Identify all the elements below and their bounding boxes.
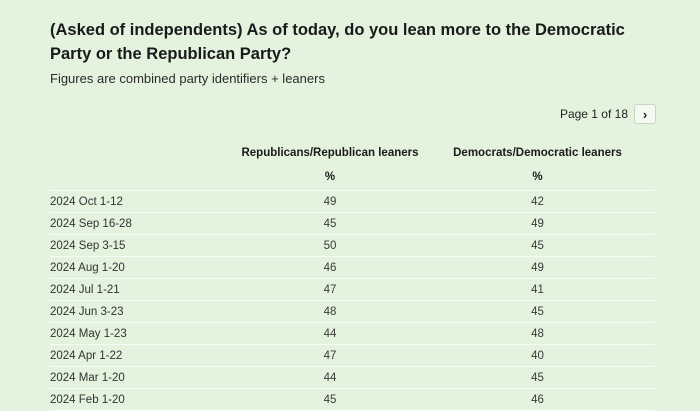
table-header-row: Republicans/Republican leaners Democrats… [50,142,655,164]
table-row: 2024 Apr 1-22 47 40 [50,344,655,367]
table-row: 2024 Oct 1-12 49 42 [50,190,655,213]
row-republican-value: 47 [240,344,420,367]
row-date: 2024 Apr 1-22 [50,344,240,367]
row-democrat-value: 49 [420,256,655,279]
table-row: 2024 Aug 1-20 46 49 [50,256,655,279]
column-header-democrats: Democrats/Democratic leaners [453,147,622,159]
row-democrat-value: 45 [420,300,655,323]
question-title: (Asked of independents) As of today, do … [50,21,625,63]
row-date: 2024 Aug 1-20 [50,256,240,279]
question-subtitle: Figures are combined party identifiers +… [50,71,325,86]
table-row: 2024 Jun 3-23 48 45 [50,300,655,323]
row-democrat-value: 41 [420,278,655,301]
table-row: 2024 May 1-23 44 48 [50,322,655,345]
table-row: 2024 Jul 1-21 47 41 [50,278,655,301]
row-republican-value: 45 [240,388,420,411]
results-table: Republicans/Republican leaners Democrats… [50,142,655,411]
row-democrat-value: 42 [420,190,655,213]
row-democrat-value: 46 [420,388,655,411]
row-date: 2024 Oct 1-12 [50,190,240,213]
row-republican-value: 44 [240,366,420,389]
row-republican-value: 46 [240,256,420,279]
next-page-button[interactable]: › [634,104,656,124]
table-row: 2024 Mar 1-20 44 45 [50,366,655,389]
row-date: 2024 Jul 1-21 [50,278,240,301]
row-democrat-value: 40 [420,344,655,367]
row-date: 2024 Sep 3-15 [50,234,240,257]
unit-democrats: % [420,164,655,191]
row-democrat-value: 45 [420,234,655,257]
pagination: Page 1 of 18 › [560,104,656,124]
row-date: 2024 Feb 1-20 [50,388,240,411]
table-row: 2024 Sep 16-28 45 49 [50,212,655,235]
table-units-row: % % [50,164,655,191]
table-row: 2024 Feb 1-20 45 46 [50,388,655,411]
unit-republicans: % [240,164,420,191]
row-date: 2024 Sep 16-28 [50,212,240,235]
row-date: 2024 May 1-23 [50,322,240,345]
row-date: 2024 Mar 1-20 [50,366,240,389]
row-democrat-value: 48 [420,322,655,345]
column-header-republicans: Republicans/Republican leaners [241,147,419,159]
row-republican-value: 47 [240,278,420,301]
page-indicator: Page 1 of 18 [559,107,628,121]
row-republican-value: 49 [240,190,420,213]
row-democrat-value: 49 [420,212,655,235]
row-republican-value: 44 [240,322,420,345]
row-democrat-value: 45 [420,366,655,389]
table-row: 2024 Sep 3-15 50 45 [50,234,655,257]
row-republican-value: 45 [240,212,420,235]
row-republican-value: 48 [240,300,420,323]
unit-date [50,164,240,191]
column-header-date [50,142,240,164]
row-republican-value: 50 [240,234,420,257]
row-date: 2024 Jun 3-23 [50,300,240,323]
chevron-right-icon: › [642,106,648,122]
